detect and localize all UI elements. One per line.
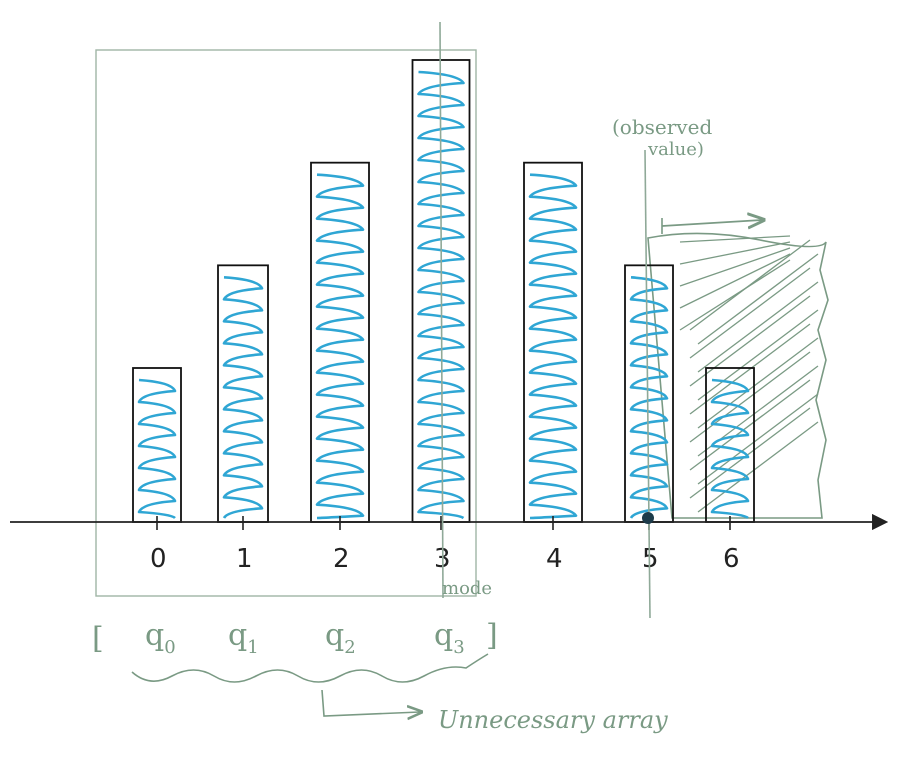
hatch-line [679, 259, 791, 331]
hatch-line [679, 241, 791, 265]
array-item-1: q1 [228, 618, 259, 658]
array-bracket-open: [ [92, 621, 104, 656]
hatch-line [697, 337, 819, 429]
hatch-line [689, 323, 811, 415]
tail-region [647, 232, 829, 519]
bar-fill-1 [222, 276, 264, 519]
caption-arrow [321, 689, 420, 716]
bar-fill-5 [629, 276, 669, 519]
bar-fill-3 [417, 70, 465, 520]
hatch-line [679, 247, 791, 287]
observed-value-dot [642, 512, 654, 524]
array-region-box [95, 49, 477, 597]
hatch-line [697, 281, 819, 373]
hatch-line [697, 309, 819, 401]
ticks-layer: 0123456 [150, 516, 740, 574]
bar-1 [217, 264, 269, 523]
hatch-line [679, 253, 791, 309]
hatch-line [679, 235, 791, 243]
array-item-3: q3 [434, 618, 465, 658]
tick-label-2: 2 [333, 544, 350, 574]
bar-fill-2 [315, 173, 365, 520]
bar-6 [705, 367, 755, 523]
hatch-line [689, 295, 811, 387]
bar-0 [132, 367, 182, 523]
hatch-line [689, 379, 811, 471]
hatch-line [697, 393, 819, 485]
array-caption: Unnecessary array [438, 706, 668, 734]
array-annotation: [ q0 q1 q2 q3 ] Unnecessary array [92, 618, 668, 734]
bar-2 [310, 161, 370, 523]
hatch-line [689, 351, 811, 443]
tick-label-0: 0 [150, 544, 167, 574]
observed-label-line1: (observed [612, 115, 712, 139]
mode-line [439, 21, 444, 599]
bar-fill-6 [710, 378, 750, 520]
array-brace [131, 653, 489, 683]
bar-fill-0 [137, 378, 177, 520]
array-item-2: q2 [325, 618, 356, 658]
tick-label-4: 4 [546, 544, 563, 574]
array-item-0: q0 [145, 618, 176, 658]
tail-direction-arrow [661, 220, 762, 226]
hatch-line [697, 253, 819, 345]
bar-4 [523, 161, 583, 523]
hatch-line [697, 421, 819, 513]
hatch-line [689, 407, 811, 499]
tick-label-5: 5 [642, 544, 659, 574]
bar-fill-4 [528, 173, 578, 520]
bars-layer [132, 59, 755, 523]
array-bracket-close: ] [486, 618, 498, 653]
tick-label-1: 1 [236, 544, 253, 574]
tick-label-6: 6 [723, 544, 740, 574]
observed-label-line2: value) [647, 139, 704, 160]
mode-label: mode [442, 578, 492, 599]
observed-value-line [644, 149, 651, 619]
hatch-line [689, 267, 811, 359]
